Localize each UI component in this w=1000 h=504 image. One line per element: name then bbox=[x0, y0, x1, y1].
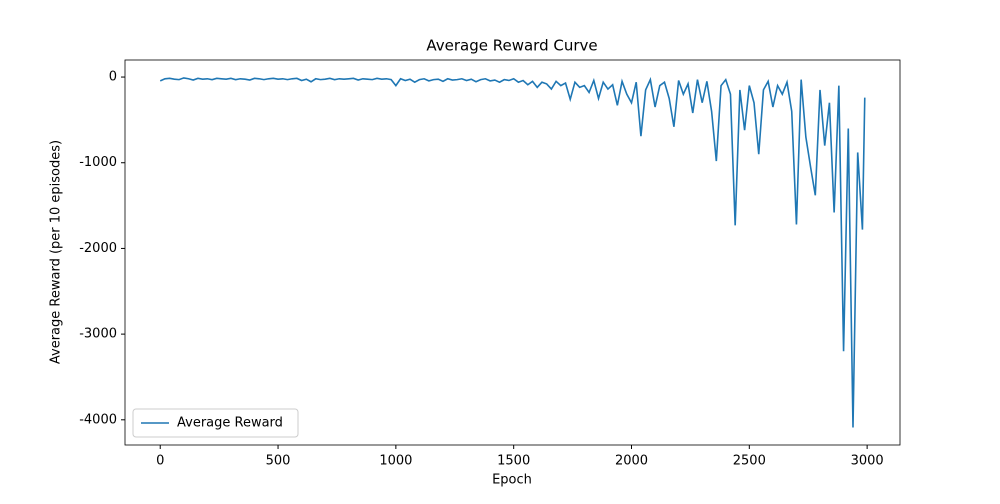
x-tick-label: 0 bbox=[156, 454, 164, 469]
x-tick-label: 500 bbox=[266, 454, 291, 469]
x-tick-label: 2500 bbox=[733, 454, 766, 469]
y-tick-label: -1000 bbox=[79, 155, 117, 170]
legend-label: Average Reward bbox=[177, 416, 283, 431]
plot-frame bbox=[124, 59, 901, 446]
data-line bbox=[159, 76, 866, 428]
x-tick-label: 1000 bbox=[379, 454, 412, 469]
x-tick-label: 2000 bbox=[615, 454, 648, 469]
y-tick-label: -3000 bbox=[79, 327, 117, 342]
y-tick-label: -4000 bbox=[79, 412, 117, 427]
y-tick-label: 0 bbox=[109, 70, 117, 85]
x-tick-label: 3000 bbox=[851, 454, 884, 469]
x-tick-label: 1500 bbox=[497, 454, 530, 469]
chart-title: Average Reward Curve bbox=[426, 37, 597, 55]
x-axis-label: Epoch bbox=[492, 473, 532, 488]
y-tick-label: -2000 bbox=[79, 241, 117, 256]
legend-box bbox=[132, 408, 299, 438]
y-axis-label: Average Reward (per 10 episodes) bbox=[49, 140, 64, 364]
